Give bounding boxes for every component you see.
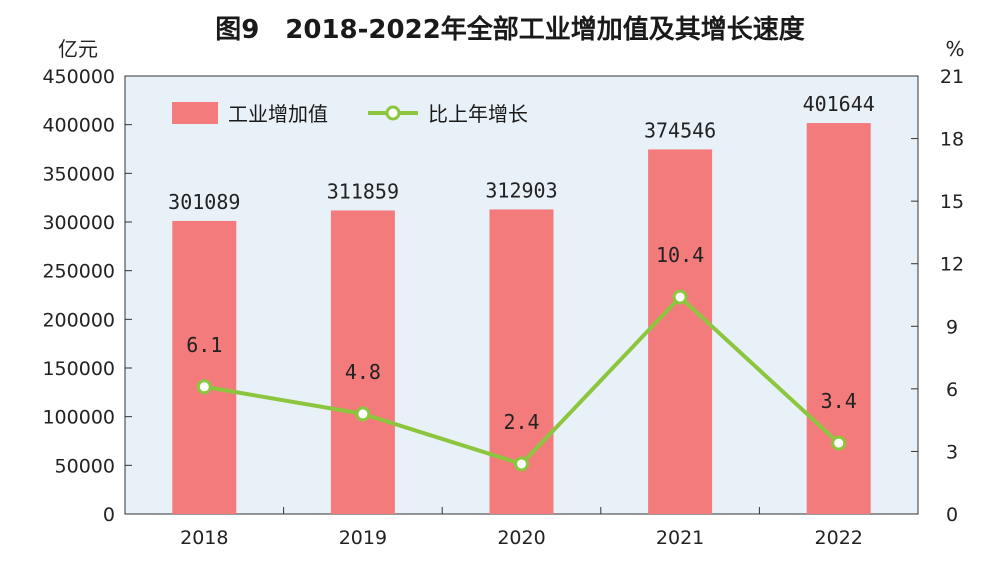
right-tick-label: 0: [946, 504, 958, 526]
line-value-label: 6.1: [186, 333, 222, 357]
left-tick-label: 250000: [42, 261, 115, 283]
right-tick-label: 21: [940, 66, 964, 88]
bar-value-label: 312903: [485, 178, 557, 202]
line-point: [831, 435, 847, 451]
line-value-label: 10.4: [656, 243, 704, 267]
line-point: [355, 406, 371, 422]
left-tick-label: 350000: [42, 163, 115, 185]
bar-value-label: 301089: [168, 190, 240, 214]
left-axis: 0 50000 100000 150000 200000 250000 300000 3500…: [42, 66, 132, 526]
x-tick-label: 2019: [339, 527, 387, 549]
right-tick-label: 18: [940, 129, 964, 151]
line-series: [196, 289, 847, 472]
bar-value-label: 401644: [803, 92, 875, 116]
bar-value-label: 311859: [327, 179, 399, 203]
line-value-label: 3.4: [821, 389, 857, 413]
right-tick-label: 6: [946, 379, 958, 401]
right-axis: 0 3 6 9 12 15 18 21: [911, 66, 964, 526]
right-tick-label: 15: [940, 191, 964, 213]
left-tick-label: 0: [103, 504, 115, 526]
x-axis: 2018 2019 2020 2021 2022: [180, 507, 863, 549]
left-tick-label: 50000: [55, 455, 115, 477]
line-value-labels: 6.1 4.8 2.4 10.4 3.4: [186, 243, 857, 434]
legend-bar-swatch: [172, 102, 218, 124]
left-tick-label: 150000: [42, 358, 115, 380]
bar: [806, 123, 871, 515]
left-tick-label: 450000: [42, 66, 115, 88]
line-point: [196, 379, 212, 395]
left-tick-label: 200000: [42, 309, 115, 331]
left-tick-label: 300000: [42, 212, 115, 234]
left-tick-label: 400000: [42, 115, 115, 137]
bar-value-labels: 301089 311859 312903 374546 401644: [168, 92, 875, 214]
right-tick-label: 9: [946, 316, 958, 338]
x-tick-label: 2022: [815, 527, 863, 549]
left-tick-label: 100000: [42, 407, 115, 429]
line-value-label: 2.4: [503, 410, 539, 434]
bar-value-label: 374546: [644, 118, 716, 142]
line-point: [672, 289, 688, 305]
legend-line-label: 比上年增长: [428, 102, 528, 126]
right-axis-unit: %: [945, 37, 964, 61]
bar: [172, 220, 237, 514]
chart-title: 图9 2018-2022年全部工业增加值及其增长速度: [215, 14, 805, 45]
right-tick-label: 3: [946, 441, 958, 463]
legend-line-marker: [385, 105, 401, 121]
left-axis-unit: 亿元: [58, 37, 98, 61]
legend: 工业增加值 比上年增长: [172, 102, 528, 126]
right-tick-label: 12: [940, 254, 964, 276]
bar: [648, 149, 713, 514]
bar: [330, 210, 395, 514]
line-value-label: 4.8: [345, 360, 381, 384]
x-tick-label: 2021: [656, 527, 704, 549]
x-tick-label: 2020: [497, 527, 545, 549]
legend-bar-label: 工业增加值: [228, 102, 328, 126]
line-point: [514, 456, 529, 472]
x-tick-label: 2018: [180, 527, 228, 549]
bar-series: [172, 123, 871, 515]
